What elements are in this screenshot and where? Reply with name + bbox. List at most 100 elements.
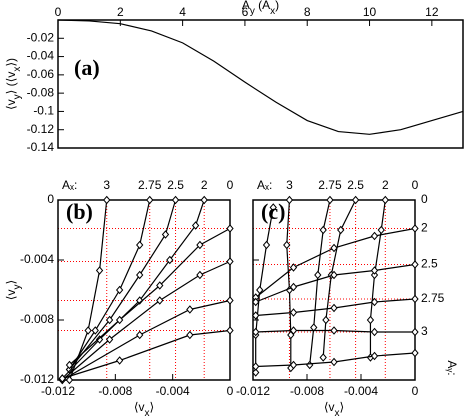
marker — [84, 326, 92, 335]
marker — [226, 224, 234, 233]
label-part: x — [12, 67, 23, 72]
marker — [252, 327, 260, 337]
marker — [256, 285, 264, 295]
x-tick-label: 2 — [117, 5, 124, 19]
marker — [115, 356, 124, 365]
marker — [146, 195, 154, 205]
label-part: ⟨v — [134, 400, 145, 414]
label-part: (A — [255, 0, 270, 12]
marker — [105, 315, 114, 325]
x-tick-label: 0 — [227, 384, 234, 398]
marker — [330, 357, 338, 367]
marker — [161, 230, 170, 239]
marker — [306, 360, 314, 370]
marker — [370, 351, 379, 361]
marker — [289, 360, 298, 370]
marker — [330, 270, 338, 280]
marker — [377, 225, 385, 235]
marker — [289, 326, 298, 335]
grid-label: 2.75 — [138, 178, 162, 192]
marker — [319, 353, 327, 362]
x-tick-label: -0.004 — [344, 384, 378, 398]
marker — [91, 326, 99, 335]
marker — [314, 270, 322, 280]
series-line — [68, 199, 151, 370]
marker — [326, 195, 334, 205]
marker — [65, 360, 74, 370]
x-tick-label: -0.008 — [290, 384, 324, 398]
plot-frame — [252, 199, 416, 381]
marker — [411, 327, 419, 337]
y-tick-label: -0.08 — [27, 85, 55, 99]
marker — [166, 255, 174, 265]
marker — [58, 374, 66, 383]
marker — [105, 335, 114, 344]
x-tick-label: 6 — [242, 5, 249, 19]
marker — [289, 282, 298, 292]
marker — [136, 330, 144, 340]
marker — [115, 285, 124, 295]
x-tick-label: -0.012 — [236, 384, 270, 398]
plot-frame — [57, 19, 464, 149]
marker — [337, 225, 345, 235]
series-line — [322, 199, 357, 358]
panel-label: (c) — [261, 199, 285, 224]
y-tick-label: -0.004 — [20, 252, 54, 266]
y-tick-label: -0.04 — [27, 49, 55, 63]
top-title: Aₓ: — [257, 178, 272, 192]
x-tick-label: 0 — [55, 5, 62, 19]
label-part: ⟩) — [4, 58, 18, 67]
label-part: x — [270, 6, 275, 17]
marker — [186, 305, 194, 314]
marker — [115, 315, 124, 325]
grid-label: 0 — [227, 178, 234, 192]
label-part: x — [145, 408, 150, 419]
y-tick-label: -0.02 — [27, 30, 55, 44]
panel-label: (a) — [74, 55, 100, 80]
marker — [262, 240, 271, 250]
marker — [191, 221, 200, 230]
x-tick-label: 10 — [363, 5, 377, 19]
series-line — [255, 227, 416, 298]
label-part: x — [335, 408, 340, 419]
marker — [330, 243, 338, 253]
marker — [65, 375, 74, 385]
marker — [186, 330, 194, 340]
series-line — [61, 199, 205, 379]
grid-label: 2.5 — [347, 178, 364, 192]
x-tick-label: -0.008 — [98, 384, 132, 398]
label-part: ) — [275, 0, 279, 12]
series-line — [62, 329, 231, 380]
marker — [95, 266, 104, 275]
label-part: y — [12, 285, 23, 290]
grid-label: 2.75 — [421, 291, 445, 305]
series-line — [57, 19, 464, 135]
marker — [411, 294, 419, 304]
y-tick-label: -0.008 — [20, 312, 54, 326]
plot-frame — [57, 199, 231, 381]
marker — [381, 195, 389, 205]
grid-label: 2.5 — [421, 257, 438, 271]
marker — [330, 303, 338, 313]
marker — [319, 225, 327, 235]
top-title: Aₓ: — [62, 178, 77, 192]
label-part: A — [242, 0, 250, 12]
marker — [370, 327, 379, 337]
marker — [370, 231, 379, 241]
marker — [351, 195, 360, 205]
y-tick-label: -0.1 — [33, 104, 54, 118]
marker — [330, 326, 338, 335]
y-tick-label: 0 — [47, 192, 54, 206]
label-part: ⟨v — [324, 400, 335, 414]
label-part: ⟨v — [4, 290, 18, 301]
marker — [136, 240, 144, 250]
label-part: y — [12, 94, 23, 99]
marker — [196, 240, 204, 250]
grid-label: 3 — [103, 178, 110, 192]
right-title: Aᵧ: — [445, 360, 459, 375]
x-tick-label: -0.012 — [41, 384, 75, 398]
grid-label: 0 — [412, 178, 419, 192]
marker — [411, 224, 419, 233]
grid-label: 2 — [201, 178, 208, 192]
series-line — [68, 199, 108, 381]
